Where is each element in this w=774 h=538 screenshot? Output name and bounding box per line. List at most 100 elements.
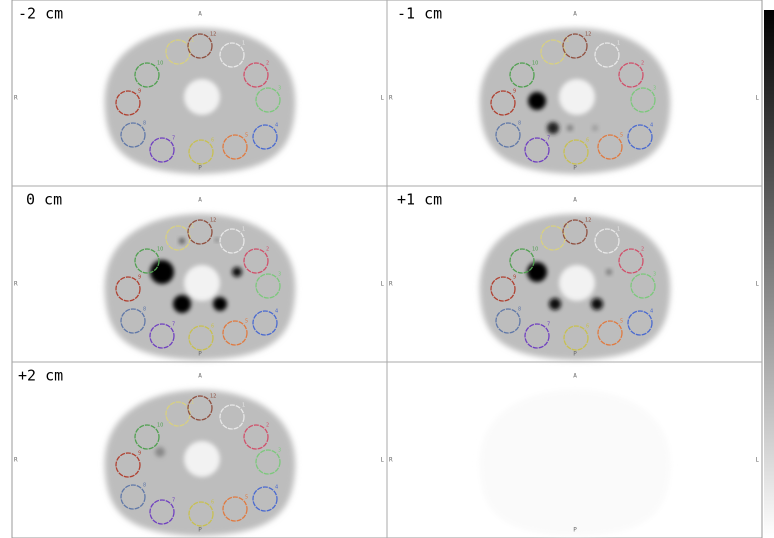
roi-label: 6 xyxy=(211,138,214,144)
orientation-label: A xyxy=(573,197,577,204)
roi-label: 4 xyxy=(275,309,278,315)
orientation-label: P xyxy=(198,165,202,172)
roi-label: 8 xyxy=(143,483,146,489)
roi-label: 5 xyxy=(245,133,248,139)
orientation-label: P xyxy=(573,165,577,172)
central-blob xyxy=(184,79,220,115)
hot-sphere xyxy=(232,267,242,277)
roi-label: 10 xyxy=(157,61,163,67)
orientation-label: P xyxy=(198,351,202,358)
roi-label: 9 xyxy=(138,89,141,95)
phantom xyxy=(480,390,671,536)
hot-sphere xyxy=(591,298,603,310)
orientation-label: P xyxy=(573,351,577,358)
roi-label: 1 xyxy=(242,403,245,409)
roi-label: 8 xyxy=(143,307,146,313)
orientation-label: R xyxy=(14,95,18,102)
roi-label: 5 xyxy=(245,319,248,325)
slice-label: -2 cm xyxy=(18,5,63,23)
roi-label: 4 xyxy=(275,123,278,129)
orientation-label: A xyxy=(573,373,577,380)
roi-label: 9 xyxy=(513,275,516,281)
hot-sphere xyxy=(547,122,559,134)
roi-label: 4 xyxy=(650,309,653,315)
roi-label: 6 xyxy=(586,138,589,144)
orientation-label: L xyxy=(755,281,759,288)
roi-label: 10 xyxy=(157,247,163,253)
hot-sphere xyxy=(527,262,547,282)
hot-sphere xyxy=(179,238,185,244)
roi-label: 9 xyxy=(138,451,141,457)
roi-label: 2 xyxy=(641,247,644,253)
orientation-label: L xyxy=(380,95,384,102)
roi-label: 3 xyxy=(278,272,281,278)
roi-label: 8 xyxy=(518,307,521,313)
hot-sphere xyxy=(549,298,561,310)
roi-label: 5 xyxy=(620,319,623,325)
hot-sphere xyxy=(528,92,546,110)
roi-label: 1 xyxy=(617,227,620,233)
roi-label: 1 xyxy=(617,41,620,47)
central-blob xyxy=(184,265,220,301)
roi-label: 10 xyxy=(532,61,538,67)
roi-label: 7 xyxy=(547,322,550,328)
roi-label: 2 xyxy=(641,61,644,67)
roi-label: 7 xyxy=(172,498,175,504)
roi-label: 2 xyxy=(266,247,269,253)
color-bar xyxy=(764,10,774,538)
roi-label: 6 xyxy=(586,324,589,330)
slice-grid: 123456789101112APRL-2 cm123456789101112A… xyxy=(0,0,774,538)
slice-label: 0 cm xyxy=(26,191,62,209)
orientation-label: A xyxy=(198,373,202,380)
roi-label: 8 xyxy=(143,121,146,127)
roi-label: 3 xyxy=(653,86,656,92)
central-blob xyxy=(559,265,595,301)
roi-label: 10 xyxy=(532,247,538,253)
roi-label: 3 xyxy=(278,86,281,92)
roi-label: 3 xyxy=(653,272,656,278)
roi-label: 6 xyxy=(211,324,214,330)
hot-sphere xyxy=(567,125,573,131)
central-blob xyxy=(184,441,220,477)
roi-label: 12 xyxy=(210,218,216,224)
slice-label: -1 cm xyxy=(397,5,442,23)
orientation-label: R xyxy=(14,457,18,464)
roi-label: 2 xyxy=(266,423,269,429)
roi-label: 4 xyxy=(650,123,653,129)
roi-label: 7 xyxy=(172,136,175,142)
roi-label: 9 xyxy=(513,89,516,95)
roi-label: 8 xyxy=(518,121,521,127)
orientation-label: A xyxy=(198,11,202,18)
roi-label: 7 xyxy=(172,322,175,328)
orientation-label: P xyxy=(198,527,202,534)
roi-label: 7 xyxy=(547,136,550,142)
roi-label: 6 xyxy=(211,500,214,506)
orientation-label: R xyxy=(14,281,18,288)
viewer: 123456789101112APRL-2 cm123456789101112A… xyxy=(0,0,774,538)
orientation-label: R xyxy=(389,281,393,288)
slice-label: +1 cm xyxy=(397,191,442,209)
orientation-label: A xyxy=(198,197,202,204)
roi-label: 12 xyxy=(585,218,591,224)
orientation-label: L xyxy=(755,95,759,102)
orientation-label: L xyxy=(380,457,384,464)
roi-label: 12 xyxy=(210,32,216,38)
hot-sphere xyxy=(592,125,598,131)
roi-label: 3 xyxy=(278,448,281,454)
hot-sphere xyxy=(155,447,165,457)
roi-label: 9 xyxy=(138,275,141,281)
orientation-label: A xyxy=(573,11,577,18)
orientation-label: P xyxy=(573,527,577,534)
roi-label: 4 xyxy=(275,485,278,491)
roi-label: 10 xyxy=(157,423,163,429)
roi-label: 1 xyxy=(242,41,245,47)
central-blob xyxy=(559,79,595,115)
orientation-label: R xyxy=(389,457,393,464)
hot-sphere xyxy=(150,260,174,284)
roi-label: 5 xyxy=(620,133,623,139)
roi-label: 2 xyxy=(266,61,269,67)
hot-sphere xyxy=(215,238,219,242)
orientation-label: L xyxy=(380,281,384,288)
hot-sphere xyxy=(606,269,612,275)
orientation-label: L xyxy=(755,457,759,464)
